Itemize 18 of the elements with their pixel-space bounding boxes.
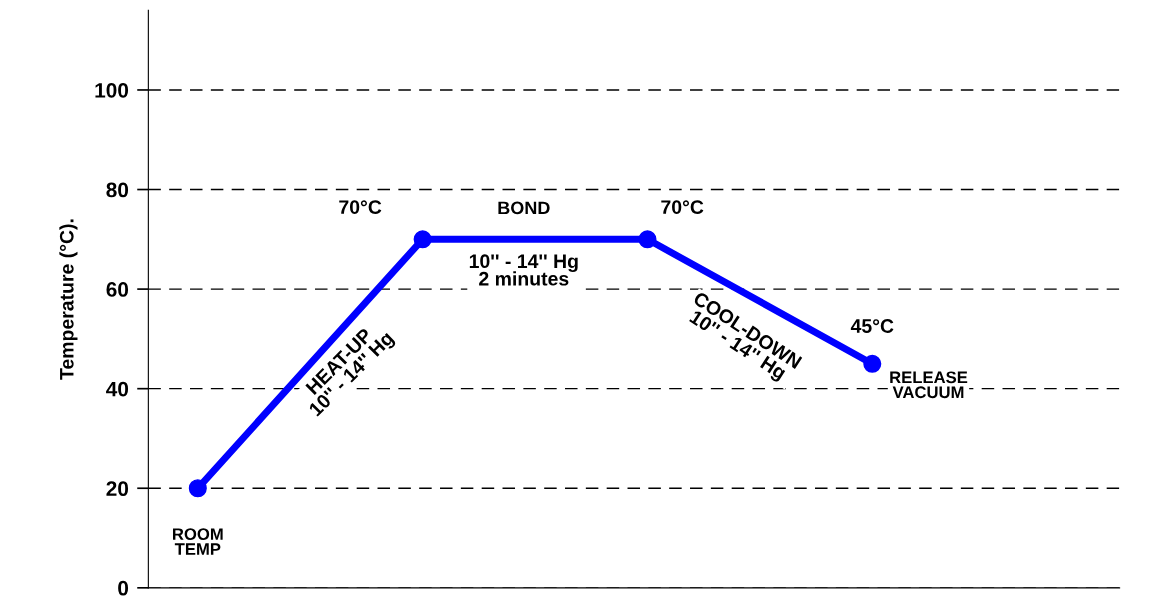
point bbox=[638, 230, 657, 249]
y-tick-label: 100 bbox=[95, 82, 129, 98]
y-tick-label: 0 bbox=[118, 580, 129, 596]
y-tick-label: 20 bbox=[106, 481, 129, 496]
data-label: 70°C bbox=[339, 200, 382, 214]
data-label: 70°C bbox=[661, 200, 704, 214]
data-label: 45°C bbox=[850, 319, 894, 333]
annotation: RELEASE VACUUM bbox=[890, 371, 968, 399]
y-axis-title: Temperature (°C). bbox=[59, 219, 78, 380]
point bbox=[188, 479, 207, 498]
y-tick-label: 60 bbox=[106, 282, 129, 297]
annotation: ROOM TEMP bbox=[173, 528, 223, 555]
y-tick-label: 80 bbox=[106, 182, 129, 198]
y-tick-label: 40 bbox=[106, 381, 129, 397]
annotation: 10'' - 14'' Hg 2 minutes bbox=[469, 254, 578, 286]
annotation: BOND bbox=[498, 201, 550, 215]
point bbox=[413, 230, 432, 249]
point bbox=[863, 354, 882, 373]
